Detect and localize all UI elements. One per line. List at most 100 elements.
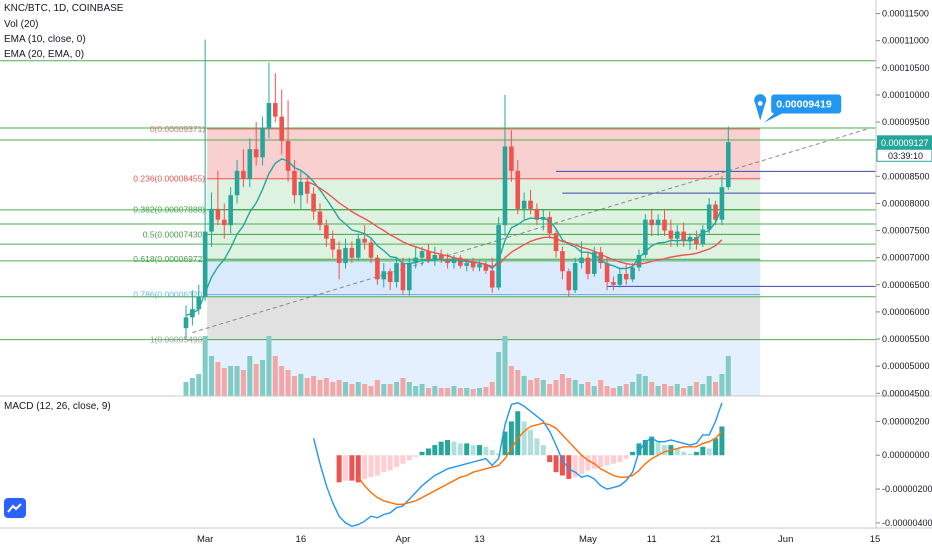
macd-histogram-bar <box>355 455 361 483</box>
fib-label: 0.236(0.00008455) <box>133 174 205 184</box>
volume-bar <box>464 388 470 396</box>
volume-bar <box>419 384 425 396</box>
volume-bar <box>330 382 336 396</box>
price-axis-label: 0.00009500 <box>882 117 930 127</box>
candle-body <box>630 267 635 280</box>
volume-bar <box>668 386 674 396</box>
candle-body <box>221 219 227 226</box>
candle-body <box>509 146 514 171</box>
candle-body <box>617 273 623 285</box>
volume-bar <box>291 376 297 396</box>
volume-bar <box>547 384 553 396</box>
volume-bar <box>234 366 240 396</box>
volume-bar <box>515 370 521 396</box>
macd-histogram-bar <box>451 441 457 456</box>
macd-histogram-bar <box>432 445 438 456</box>
tradingview-logo[interactable] <box>4 498 26 518</box>
volume-bar <box>381 384 387 396</box>
pin-icon <box>754 94 767 121</box>
candle-body <box>394 263 399 283</box>
candle-body <box>694 237 699 245</box>
volume-bar <box>362 384 368 396</box>
candle-body <box>387 271 393 283</box>
volume-bar <box>406 382 412 396</box>
candle-body <box>458 257 463 266</box>
volume-bar <box>630 382 636 396</box>
price-axis-label: 0.00010000 <box>882 90 930 100</box>
volume-bar <box>476 388 482 396</box>
candle-body <box>585 257 591 274</box>
candle-body <box>304 181 310 194</box>
macd-histogram-bar <box>572 455 578 478</box>
macd-histogram-bar <box>521 421 527 456</box>
candle-body <box>649 219 655 226</box>
countdown-value: 03:39:10 <box>888 151 923 161</box>
candle-body <box>668 230 674 239</box>
legend-ema10[interactable]: EMA (10, close, 0) <box>4 34 86 45</box>
candle-body <box>375 257 380 280</box>
macd-histogram-bar <box>591 455 597 469</box>
candle-body <box>355 238 361 258</box>
time-axis-label: 21 <box>710 534 721 545</box>
candle-body <box>483 264 489 271</box>
macd-histogram-bar <box>534 438 540 456</box>
candle-body <box>547 216 552 234</box>
candle-body <box>706 204 712 230</box>
candle-body <box>368 242 374 258</box>
volume-bar <box>368 386 374 396</box>
macd-histogram-bar <box>649 436 655 456</box>
candle-body <box>700 229 706 245</box>
volume-bar <box>228 366 234 396</box>
macd-histogram-bar <box>655 441 661 456</box>
legend-volume[interactable]: Vol (20) <box>4 19 39 30</box>
candle-body <box>279 116 284 142</box>
macd-histogram-bar <box>476 445 482 456</box>
volume-bar <box>400 378 406 396</box>
volume-bar <box>311 376 317 396</box>
candle-body <box>604 263 610 283</box>
fib-zone <box>207 294 761 340</box>
volume-bar <box>323 378 329 396</box>
volume-bar <box>438 388 444 396</box>
candle-body <box>623 273 629 280</box>
volume-bar <box>489 382 495 396</box>
legend-ema20[interactable]: EMA (20, EMA, 0) <box>4 49 85 60</box>
fib-zone <box>207 178 761 210</box>
candle-body <box>470 263 476 268</box>
candle-body <box>611 282 616 285</box>
last-price-value: 0.00009127 <box>881 138 929 148</box>
volume-bar <box>413 386 419 396</box>
volume-bar <box>559 374 565 396</box>
candle-body <box>266 103 272 128</box>
macd-histogram-bar <box>496 453 502 456</box>
candle-body <box>196 296 202 310</box>
fib-zone <box>207 234 761 260</box>
macd-histogram-bar <box>585 455 591 471</box>
volume-bar <box>394 382 400 396</box>
volume-bar <box>617 386 623 396</box>
candle-body <box>553 233 559 252</box>
callout-pointer <box>764 113 783 123</box>
candle-body <box>202 231 208 297</box>
price-axis-label: 0.00011500 <box>882 9 929 19</box>
macd-axis-label: -0.00000400 <box>882 518 932 528</box>
time-axis-label: 15 <box>870 534 881 545</box>
legend-symbol[interactable]: KNC/BTC, 1D, COINBASE <box>4 3 124 14</box>
volume-bar <box>355 382 361 396</box>
macd-histogram-bar <box>489 450 495 456</box>
time-axis-label: May <box>579 534 597 545</box>
volume-bar <box>298 374 304 396</box>
legend-macd[interactable]: MACD (12, 26, close, 9) <box>4 401 111 412</box>
volume-bar <box>687 386 693 396</box>
volume-bar <box>713 382 719 396</box>
time-axis-label: Jun <box>778 534 793 545</box>
volume-bar <box>183 382 189 396</box>
macd-histogram-bar <box>336 455 342 483</box>
ema20-line <box>306 181 723 268</box>
volume-bar <box>317 380 323 396</box>
candle-body <box>432 254 438 261</box>
macd-histogram-bar <box>540 445 546 456</box>
price-axis-label: 0.00007000 <box>882 253 930 263</box>
volume-bar <box>221 368 227 396</box>
